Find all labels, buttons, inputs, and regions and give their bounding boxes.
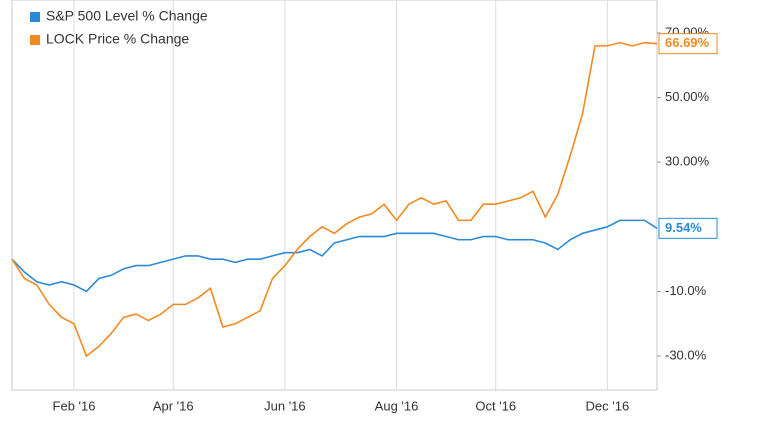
- x-tick-label: Dec '16: [586, 398, 630, 413]
- legend-label: S&P 500 Level % Change: [46, 8, 208, 24]
- legend-label: LOCK Price % Change: [46, 31, 189, 47]
- y-tick-label: -10.0%: [665, 283, 707, 298]
- x-tick-label: Feb '16: [53, 398, 96, 413]
- end-label-box: [658, 33, 718, 55]
- end-label: 9.54%: [665, 220, 702, 235]
- end-label-box: [658, 217, 718, 239]
- series-line: [11, 41, 658, 358]
- x-tick-label: Oct '16: [475, 398, 516, 413]
- legend-swatch: [30, 35, 40, 45]
- y-tick-label: 50.00%: [665, 89, 710, 104]
- plot-area: [11, 0, 658, 391]
- y-tick-label: -30.0%: [665, 348, 707, 363]
- end-label: 66.69%: [665, 35, 710, 50]
- x-tick-label: Apr '16: [153, 398, 194, 413]
- series-line: [11, 219, 658, 293]
- legend-swatch: [30, 12, 40, 22]
- y-tick-label: 30.00%: [665, 154, 710, 169]
- x-tick-label: Aug '16: [375, 398, 419, 413]
- x-tick-label: Jun '16: [264, 398, 306, 413]
